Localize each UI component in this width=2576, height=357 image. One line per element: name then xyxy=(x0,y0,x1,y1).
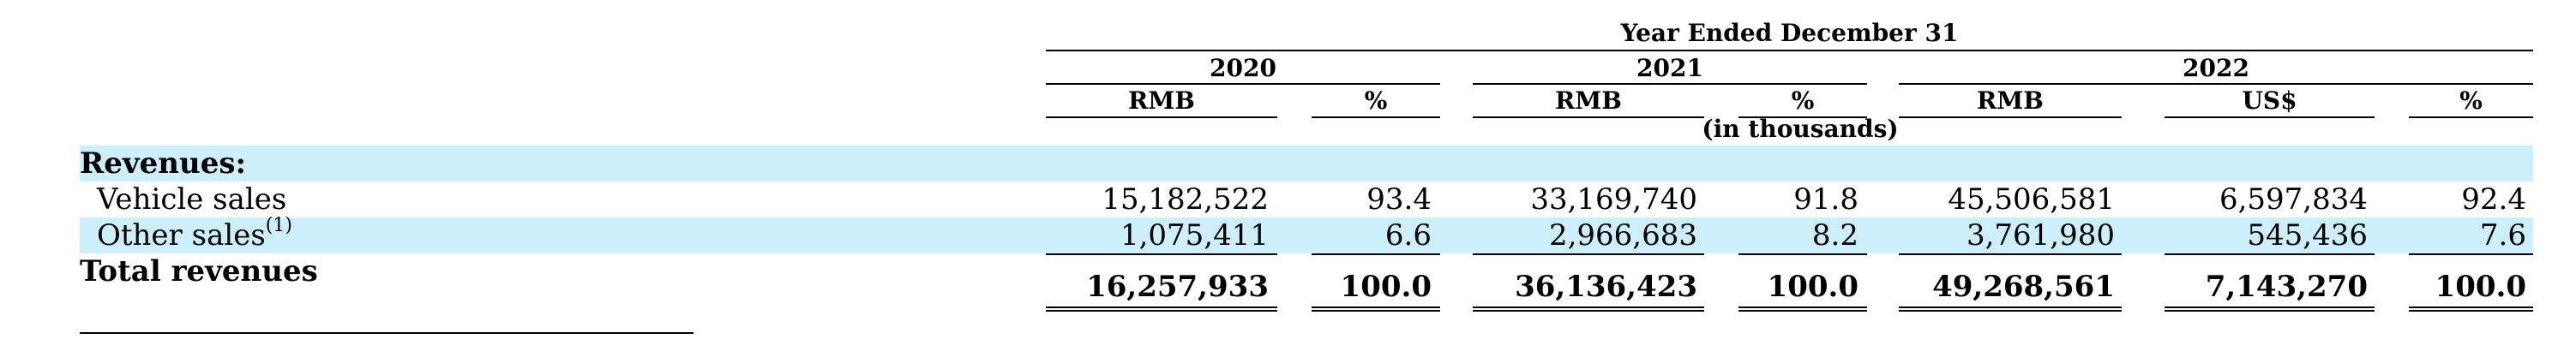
row-label-text: Other sales xyxy=(97,218,266,253)
cell-vehicle-sales-2021-percent: 91.8 xyxy=(1793,182,1858,217)
total-double-rule xyxy=(1312,306,1440,312)
total-double-rule xyxy=(1473,306,1704,312)
year-rule-2020 xyxy=(1046,83,1440,85)
cell-other-sales-2021-percent: 8.2 xyxy=(1811,218,1858,253)
row-highlight-other-sales xyxy=(80,217,2533,253)
total-2022-rmb: 49,268,561 xyxy=(1932,270,2115,304)
total-label: Total revenues xyxy=(80,254,318,289)
cell-other-sales-2022-percent: 7.6 xyxy=(2479,218,2526,253)
row-label-other-sales: Other sales(1) xyxy=(97,214,292,253)
cell-vehicle-sales-2020-rmb: 15,182,522 xyxy=(1102,182,1269,217)
cell-vehicle-sales-2021-rmb: 33,169,740 xyxy=(1530,182,1697,217)
subtotal-rule xyxy=(2165,253,2375,255)
total-double-rule xyxy=(2409,306,2533,312)
column-header-2020-rmb: RMB xyxy=(1128,86,1195,115)
total-double-rule xyxy=(1046,306,1277,312)
year-header-2022: 2022 xyxy=(2183,54,2249,82)
footnote-marker: (1) xyxy=(265,214,292,236)
column-header-2022-percent: % xyxy=(2459,86,2483,115)
cell-vehicle-sales-2022-percent: 92.4 xyxy=(2461,182,2526,217)
total-double-rule xyxy=(1899,306,2122,312)
column-rule-2022-rmb xyxy=(1899,116,2122,118)
subtotal-rule xyxy=(1473,253,1704,255)
column-header-2021-rmb: RMB xyxy=(1555,86,1622,115)
cell-other-sales-2022-rmb: 3,761,980 xyxy=(1966,218,2115,253)
column-rule-2022-usd xyxy=(2165,116,2375,118)
section-label-revenues: Revenues: xyxy=(80,146,247,181)
total-2020-rmb: 16,257,933 xyxy=(1086,270,1269,304)
subtotal-rule xyxy=(2409,253,2533,255)
column-header-2021-percent: % xyxy=(1791,86,1815,115)
cell-other-sales-2022-usd: 545,436 xyxy=(2247,218,2368,253)
column-header-2022-rmb: RMB xyxy=(1977,86,2044,115)
year-rule-2022 xyxy=(1899,83,2533,85)
column-header-2020-percent: % xyxy=(1364,86,1388,115)
total-2022-percent: 100.0 xyxy=(2435,270,2526,304)
footnote-separator xyxy=(80,332,694,334)
cell-vehicle-sales-2022-rmb: 45,506,581 xyxy=(1948,182,2115,217)
year-header-2021: 2021 xyxy=(1636,54,1703,82)
column-rule-2022-percent xyxy=(2409,116,2533,118)
column-rule-2021-rmb xyxy=(1473,116,1704,118)
period-header-rule xyxy=(1046,50,2533,51)
total-2021-percent: 100.0 xyxy=(1767,270,1858,304)
subtotal-rule xyxy=(1312,253,1440,255)
subtotal-rule xyxy=(1899,253,2122,255)
cell-other-sales-2020-percent: 6.6 xyxy=(1384,218,1432,253)
section-row-highlight xyxy=(80,146,2533,181)
cell-vehicle-sales-2022-usd: 6,597,834 xyxy=(2219,182,2368,217)
column-rule-2020-rmb xyxy=(1046,116,1277,118)
unit-note: (in thousands) xyxy=(1702,115,1899,143)
total-2021-rmb: 36,136,423 xyxy=(1515,270,1697,304)
row-label-vehicle-sales: Vehicle sales xyxy=(97,182,287,217)
column-rule-2021-percent xyxy=(1738,116,1867,118)
column-header-2022-usd: US$ xyxy=(2242,86,2297,115)
cell-vehicle-sales-2020-percent: 93.4 xyxy=(1366,182,1432,217)
total-2022-usd: 7,143,270 xyxy=(2205,270,2368,304)
column-rule-2020-percent xyxy=(1312,116,1440,118)
subtotal-rule xyxy=(1046,253,1277,255)
cell-other-sales-2020-rmb: 1,075,411 xyxy=(1120,218,1269,253)
year-header-2020: 2020 xyxy=(1210,54,1276,82)
year-rule-2021 xyxy=(1473,83,1867,85)
cell-other-sales-2021-rmb: 2,966,683 xyxy=(1548,218,1697,253)
total-double-rule xyxy=(2165,306,2375,312)
total-double-rule xyxy=(1738,306,1867,312)
total-2020-percent: 100.0 xyxy=(1340,270,1432,304)
subtotal-rule xyxy=(1738,253,1867,255)
period-header: Year Ended December 31 xyxy=(1620,19,1959,47)
